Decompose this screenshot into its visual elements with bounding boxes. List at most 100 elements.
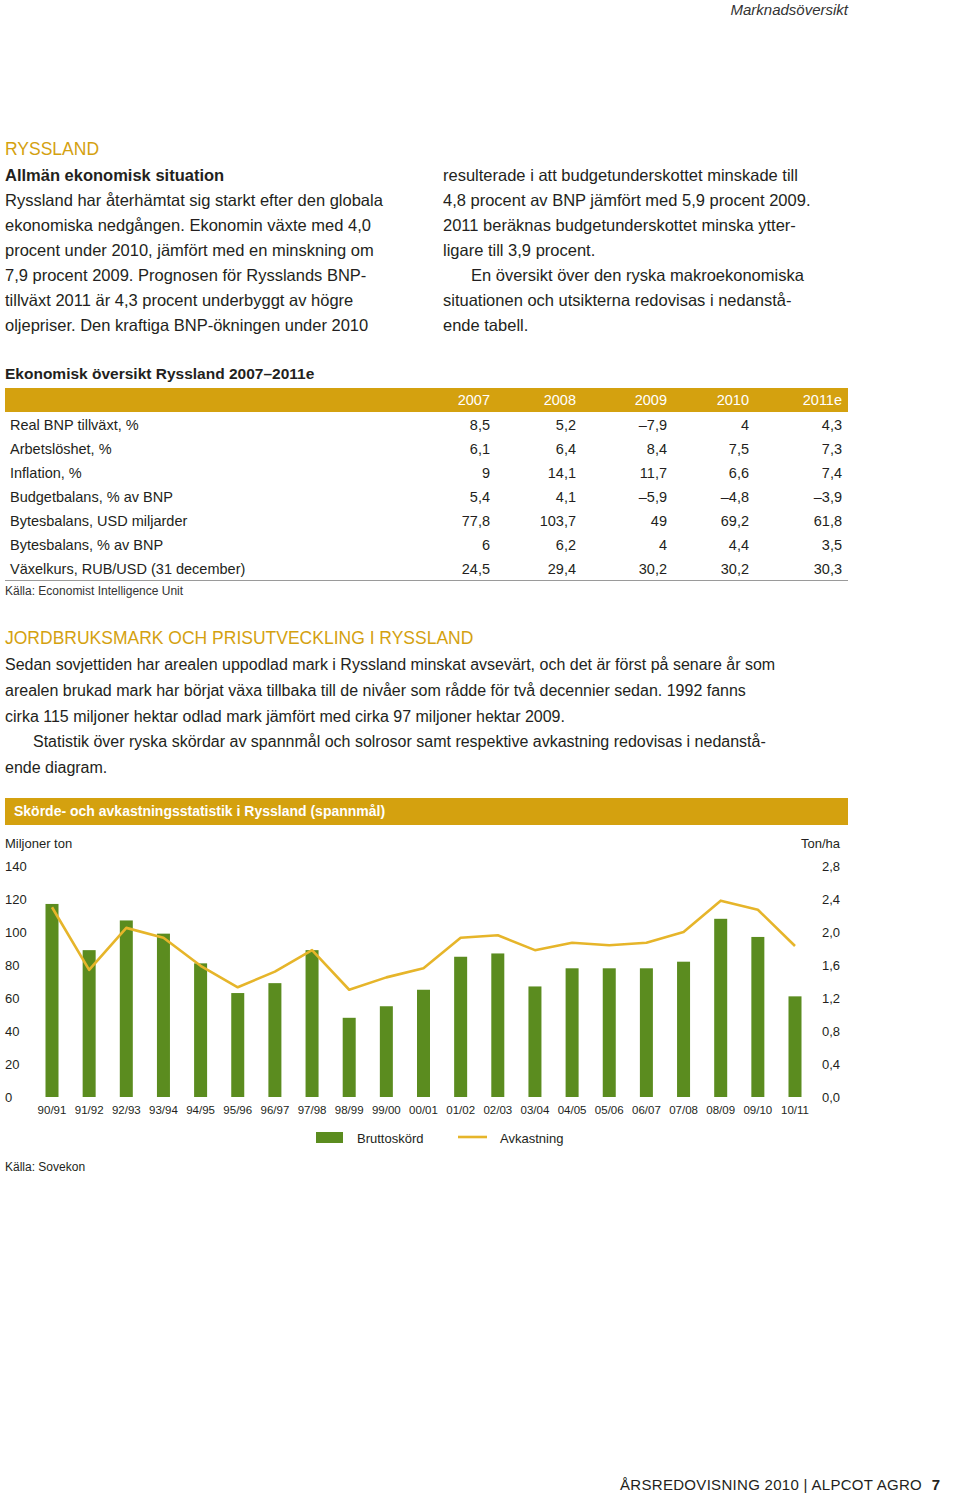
table-cell: 4,3 bbox=[822, 414, 842, 436]
bar bbox=[417, 990, 430, 1097]
chart-title: Skörde- och avkastningsstatistik i Ryssl… bbox=[14, 798, 385, 825]
bar bbox=[46, 904, 59, 1097]
paragraph-line: En översikt över den ryska makroekonomis… bbox=[471, 263, 804, 288]
chart-source: Källa: Sovekon bbox=[5, 1160, 85, 1174]
table-row-label: Växelkurs, RUB/USD (31 december) bbox=[10, 558, 245, 580]
table-cell: 6,4 bbox=[556, 438, 576, 460]
table-cell: 24,5 bbox=[462, 558, 490, 580]
bar bbox=[306, 950, 319, 1097]
section-subheading: Allmän ekonomisk situation bbox=[5, 163, 224, 188]
y-tick-label: 80 bbox=[5, 958, 19, 973]
table-cell: –7,9 bbox=[639, 414, 667, 436]
x-tick-label: 98/99 bbox=[335, 1104, 364, 1116]
table-column-header: 2008 bbox=[544, 388, 576, 412]
bar bbox=[120, 920, 133, 1097]
table-cell: 77,8 bbox=[462, 510, 490, 532]
paragraph-line: Sedan sovjettiden har arealen uppodlad m… bbox=[5, 652, 775, 678]
axis-title: Miljoner ton bbox=[5, 836, 72, 851]
y-tick-label: 0 bbox=[5, 1090, 12, 1105]
table-title: Ekonomisk översikt Ryssland 2007–2011e bbox=[5, 363, 314, 385]
table-row-label: Inflation, % bbox=[10, 462, 82, 484]
table-row-label: Budgetbalans, % av BNP bbox=[10, 486, 173, 508]
paragraph-line: 7,9 procent 2009. Prognosen för Ryssland… bbox=[5, 263, 366, 288]
table-cell: 7,5 bbox=[729, 438, 749, 460]
y2-tick-label: 0,0 bbox=[822, 1090, 840, 1105]
bar bbox=[231, 993, 244, 1097]
table-cell: 14,1 bbox=[548, 462, 576, 484]
paragraph-line: arealen brukad mark har börjat växa till… bbox=[5, 678, 746, 704]
paragraph-line: resulterade i att budgetunderskottet min… bbox=[443, 163, 798, 188]
x-tick-label: 07/08 bbox=[669, 1104, 698, 1116]
bar bbox=[380, 1006, 393, 1097]
y-tick-label: 40 bbox=[5, 1024, 19, 1039]
paragraph-line: procent under 2010, jämfört med en minsk… bbox=[5, 238, 374, 263]
line-series bbox=[52, 901, 795, 990]
table-cell: 49 bbox=[651, 510, 667, 532]
legend-swatch bbox=[316, 1132, 343, 1143]
table-column-header: 2010 bbox=[717, 388, 749, 412]
y2-tick-label: 2,8 bbox=[822, 859, 840, 874]
y-tick-label: 120 bbox=[5, 892, 27, 907]
x-tick-label: 92/93 bbox=[112, 1104, 141, 1116]
x-tick-label: 01/02 bbox=[446, 1104, 475, 1116]
table-column-header: 2011e bbox=[803, 388, 842, 412]
x-tick-label: 04/05 bbox=[558, 1104, 587, 1116]
plot-area bbox=[46, 901, 802, 1097]
table-cell: 30,2 bbox=[721, 558, 749, 580]
table-cell: 11,7 bbox=[640, 462, 667, 484]
y-tick-label: 60 bbox=[5, 991, 19, 1006]
y-tick-label: 20 bbox=[5, 1057, 19, 1072]
table-cell: 8,5 bbox=[470, 414, 490, 436]
bar bbox=[640, 968, 653, 1097]
x-tick-label: 93/94 bbox=[149, 1104, 178, 1116]
bar bbox=[528, 986, 541, 1097]
bar bbox=[677, 962, 690, 1097]
paragraph-line: 2011 beräknas budgetunderskottet minska … bbox=[443, 213, 796, 238]
table-cell: 69,2 bbox=[721, 510, 749, 532]
x-tick-label: 99/00 bbox=[372, 1104, 401, 1116]
table-row-label: Arbetslöshet, % bbox=[10, 438, 112, 460]
y2-tick-label: 2,4 bbox=[822, 892, 840, 907]
paragraph-line: Statistik över ryska skördar av spannmål… bbox=[33, 729, 766, 755]
section-heading: RYSSLAND bbox=[5, 138, 99, 160]
paragraph-line: Ryssland har återhämtat sig starkt efter… bbox=[5, 188, 383, 213]
section-heading: JORDBRUKSMARK OCH PRISUTVECKLING I RYSSL… bbox=[5, 627, 473, 649]
table-cell: 5,4 bbox=[470, 486, 490, 508]
paragraph-line: ligare till 3,9 procent. bbox=[443, 238, 595, 263]
table-row-label: Real BNP tillväxt, % bbox=[10, 414, 139, 436]
paragraph-line: 4,8 procent av BNP jämfört med 5,9 proce… bbox=[443, 188, 811, 213]
x-tick-label: 09/10 bbox=[743, 1104, 772, 1116]
table-cell: 6 bbox=[482, 534, 490, 556]
table-cell: 8,4 bbox=[647, 438, 667, 460]
x-tick-label: 00/01 bbox=[409, 1104, 438, 1116]
table-column-header: 2007 bbox=[458, 388, 490, 412]
x-tick-label: 94/95 bbox=[186, 1104, 215, 1116]
table-cell: 7,3 bbox=[822, 438, 842, 460]
bar bbox=[343, 1018, 356, 1097]
table-row-label: Bytesbalans, USD miljarder bbox=[10, 510, 187, 532]
table-cell: 7,4 bbox=[822, 462, 842, 484]
bar bbox=[268, 983, 281, 1097]
legend-label: Bruttoskörd bbox=[357, 1131, 423, 1146]
legend-swatch bbox=[458, 1136, 487, 1139]
y2-tick-label: 0,8 bbox=[822, 1024, 840, 1039]
paragraph-line: ende tabell. bbox=[443, 313, 528, 338]
bar bbox=[714, 919, 727, 1097]
chart-svg: Miljoner tonTon/ha0204060801001201400,00… bbox=[0, 0, 960, 1496]
bar bbox=[751, 937, 764, 1097]
x-tick-label: 08/09 bbox=[706, 1104, 735, 1116]
page: MarknadsöversiktRYSSLANDAllmän ekonomisk… bbox=[0, 0, 960, 1496]
x-tick-label: 10/11 bbox=[781, 1104, 809, 1116]
bar bbox=[83, 950, 96, 1097]
table-cell: –5,9 bbox=[639, 486, 667, 508]
x-tick-label: 05/06 bbox=[595, 1104, 624, 1116]
bar bbox=[157, 934, 170, 1097]
x-tick-label: 95/96 bbox=[223, 1104, 252, 1116]
table-cell: 4 bbox=[741, 414, 749, 436]
paragraph-line: oljepriser. Den kraftiga BNP-ökningen un… bbox=[5, 313, 368, 338]
table-cell: 5,2 bbox=[556, 414, 576, 436]
paragraph-line: tillväxt 2011 är 4,3 procent underbyggt … bbox=[5, 288, 353, 313]
table-cell: 3,5 bbox=[822, 534, 842, 556]
bar bbox=[194, 963, 207, 1097]
table-column-header: 2009 bbox=[635, 388, 667, 412]
